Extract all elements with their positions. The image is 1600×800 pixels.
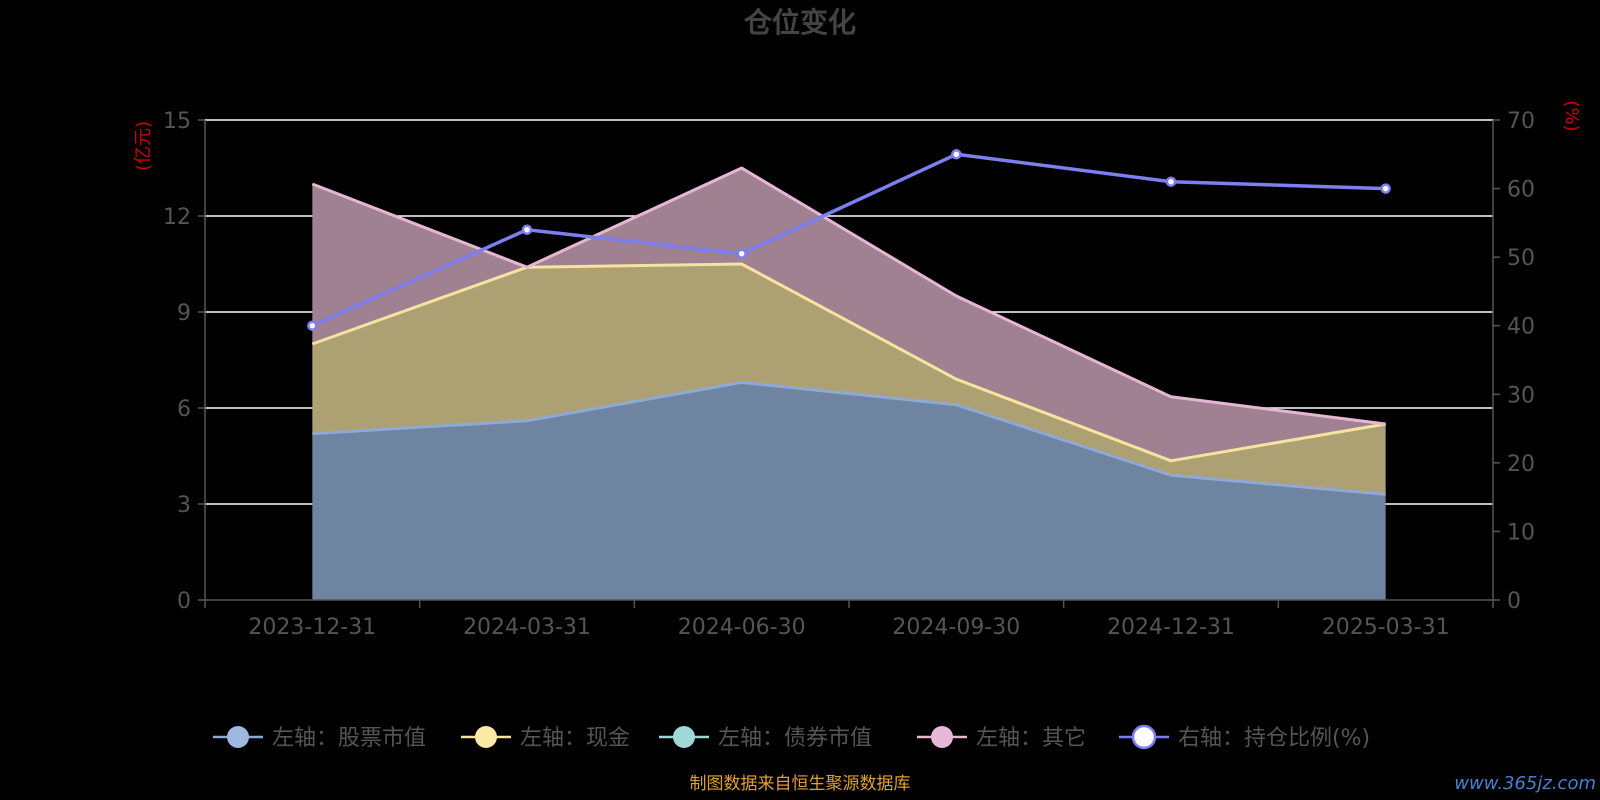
left-tick-label: 12 [163, 205, 191, 230]
legend-marker [673, 726, 695, 748]
left-tick-label: 15 [163, 109, 191, 134]
chart-title: 仓位变化 [744, 6, 856, 39]
legend-label: 右轴：持仓比例(%) [1178, 726, 1370, 751]
right-tick-label: 50 [1507, 246, 1535, 271]
x-tick-label: 2024-09-30 [892, 615, 1020, 640]
right-tick-label: 10 [1507, 520, 1535, 545]
legend-label: 左轴：现金 [520, 726, 630, 751]
axes: 0 3 6 9 12 15 0 10 20 30 40 50 60 70 2023-12-31 2024-03… [163, 109, 1535, 640]
line-series [307, 149, 1391, 331]
x-tick-label: 2024-03-31 [463, 615, 591, 640]
ratio-point[interactable] [736, 248, 747, 259]
x-tick-label: 2025-03-31 [1322, 615, 1450, 640]
legend-item[interactable]: 左轴：现金 [461, 726, 630, 751]
legend[interactable]: 左轴：股票市值 左轴：现金 左轴：债券市值 左轴：其它 右轴：持仓比例(%) [213, 724, 1370, 751]
x-tick-label: 2024-06-30 [678, 615, 806, 640]
right-axis-unit: (%) [1561, 100, 1582, 131]
source-note: 制图数据来自恒生聚源数据库 [690, 774, 911, 794]
area-line [311, 262, 1386, 463]
legend-marker [227, 726, 249, 748]
area-line [312, 380, 1386, 496]
legend-item[interactable]: 左轴：债券市值 [659, 726, 872, 751]
legend-item[interactable]: 右轴：持仓比例(%) [1119, 724, 1370, 751]
legend-label: 左轴：其它 [976, 726, 1086, 751]
x-tick-label: 2024-12-31 [1107, 615, 1235, 640]
legend-label: 左轴：债券市值 [718, 726, 872, 751]
left-axis-unit: (亿元) [133, 121, 154, 171]
legend-item[interactable]: 左轴：股票市值 [213, 726, 426, 751]
right-tick-label: 30 [1507, 383, 1535, 408]
ratio-point[interactable] [307, 320, 318, 331]
legend-marker [475, 726, 497, 748]
right-tick-label: 40 [1507, 315, 1535, 340]
left-tick-label: 9 [177, 301, 191, 326]
area-series [311, 166, 1386, 600]
legend-item[interactable]: 左轴：其它 [917, 726, 1086, 751]
legend-marker [1131, 724, 1157, 750]
x-tick-label: 2023-12-31 [248, 615, 376, 640]
ratio-point[interactable] [951, 149, 962, 160]
right-tick-label: 60 [1507, 178, 1535, 203]
right-tick-label: 20 [1507, 452, 1535, 477]
ratio-line [311, 152, 1386, 328]
right-tick-label: 70 [1507, 109, 1535, 134]
legend-marker [931, 726, 953, 748]
area-fill [312, 168, 1386, 461]
left-tick-label: 6 [177, 397, 191, 422]
ratio-point[interactable] [1380, 183, 1391, 194]
area-fill [312, 264, 1386, 495]
right-tick-label: 0 [1507, 589, 1521, 614]
left-tick-label: 3 [177, 493, 191, 518]
ratio-point[interactable] [521, 224, 533, 235]
left-tick-label: 0 [177, 589, 191, 614]
ratio-point[interactable] [1165, 176, 1177, 187]
watermark: www.365jz.com [1454, 773, 1596, 794]
area-line [311, 166, 1386, 426]
area-fill [312, 382, 1386, 600]
legend-label: 左轴：股票市值 [272, 726, 426, 751]
